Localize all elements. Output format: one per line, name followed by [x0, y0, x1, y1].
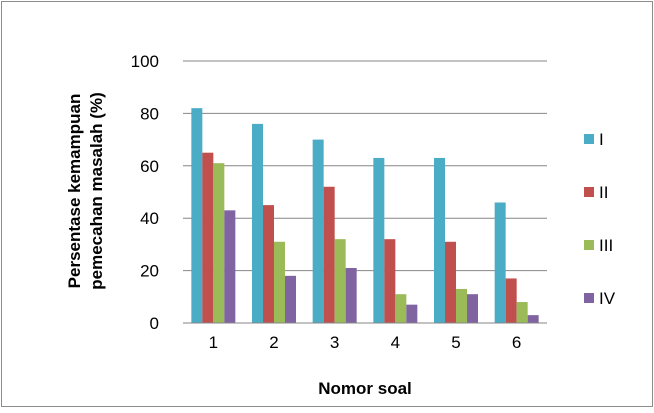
bar-series-II-category-5: [445, 241, 456, 323]
bar-series-I-category-3: [312, 139, 324, 323]
y-tick-label: 0: [150, 314, 159, 333]
bar-series-III-category-2: [274, 241, 285, 323]
legend-swatch: [584, 240, 594, 250]
bar-series-IV-category-5: [467, 294, 478, 323]
bar-series-I-category-1: [191, 108, 203, 323]
bar-series-II-category-3: [323, 186, 335, 323]
x-tick-label: 3: [330, 333, 339, 352]
y-tick-label: 40: [140, 209, 159, 228]
y-tick-label: 100: [131, 52, 159, 71]
gridlines: [183, 60, 547, 272]
x-tick-label: 1: [209, 333, 218, 352]
x-tick-label: 2: [269, 333, 278, 352]
bar-series-I-category-4: [373, 157, 385, 323]
legend-label: IV: [599, 289, 616, 308]
legend-swatch: [584, 134, 594, 144]
y-axis-title-line-2: pemecahan masalah (%): [87, 92, 106, 289]
y-tick-label: 20: [140, 262, 159, 281]
x-axis-title: Nomor soal: [318, 379, 412, 398]
bar-series-III-category-1: [213, 163, 225, 323]
bar-series-IV-category-2: [285, 275, 296, 323]
bar-series-III-category-6: [516, 302, 528, 323]
y-axis-ticks: 0 20 40 60 80 100: [131, 52, 159, 333]
bar-series-III-category-5: [456, 288, 467, 323]
y-tick-label: 60: [140, 157, 159, 176]
bar-series-I-category-5: [434, 157, 445, 323]
bar-series-II-category-2: [263, 205, 274, 323]
bar-series-I-category-2: [252, 123, 263, 323]
legend-label: I: [599, 130, 604, 149]
legend-label: III: [599, 236, 613, 255]
bar-series-IV-category-3: [345, 267, 357, 323]
bar-series-IV-category-1: [224, 210, 236, 323]
bar-series-IV-category-6: [527, 315, 539, 323]
x-axis-ticks: 1 2 3 4 5 6: [209, 333, 522, 352]
bar-series-II-category-1: [202, 152, 214, 323]
legend-swatch: [584, 187, 594, 197]
y-axis-title: Persentase kemampuan pemecahan masalah (…: [65, 92, 106, 289]
bar-series-III-category-4: [395, 294, 407, 323]
x-tick-label: 5: [451, 333, 460, 352]
y-axis-title-line-1: Persentase kemampuan: [65, 94, 84, 289]
bar-series-III-category-3: [334, 239, 346, 323]
bar-series-II-category-6: [505, 278, 517, 323]
bars: [191, 108, 539, 323]
y-tick-label: 80: [140, 104, 159, 123]
legend-label: II: [599, 183, 608, 202]
bar-series-IV-category-4: [406, 304, 418, 323]
bar-series-I-category-6: [494, 202, 506, 323]
x-tick-label: 4: [391, 333, 400, 352]
bar-series-II-category-4: [384, 239, 396, 323]
x-tick-label: 6: [512, 333, 521, 352]
legend-swatch: [584, 293, 594, 303]
